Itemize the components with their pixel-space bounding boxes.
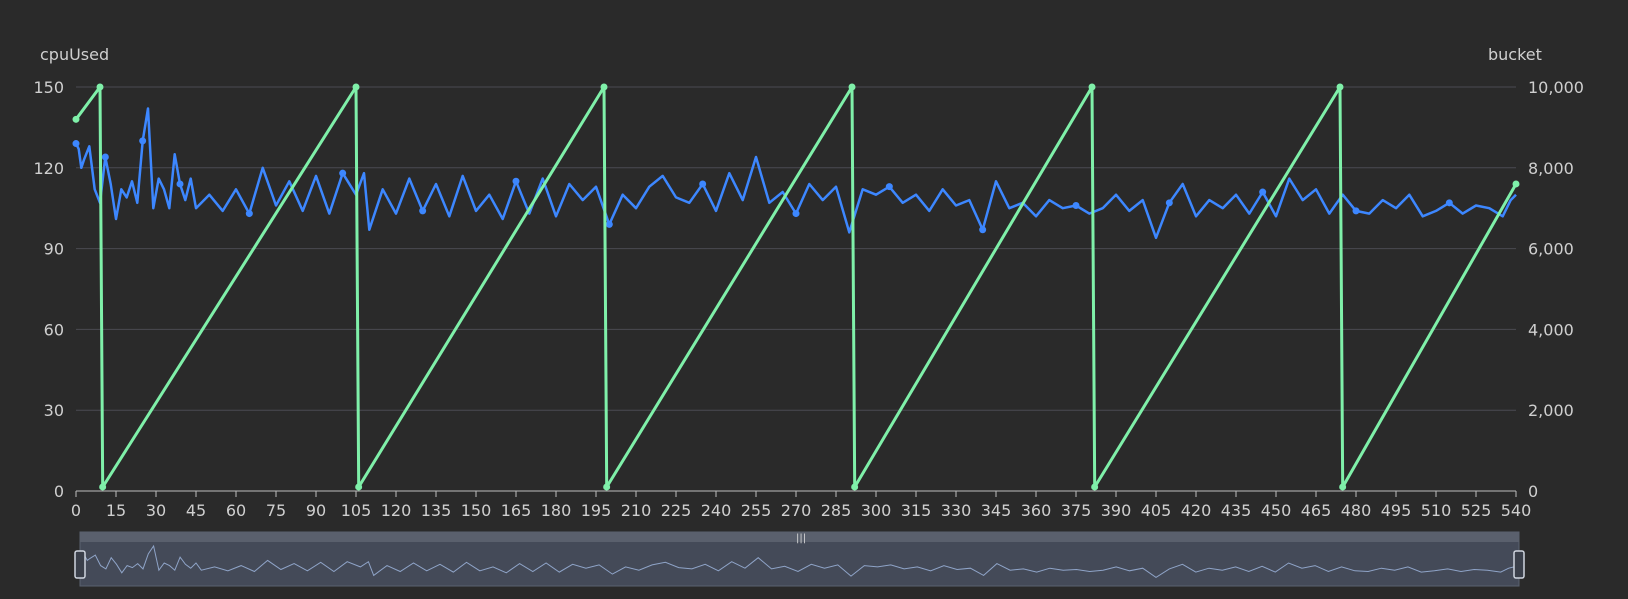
series-point-right xyxy=(352,83,360,91)
series-point-right xyxy=(1339,483,1347,491)
x-tick-label: 285 xyxy=(821,501,852,520)
x-tick-label: 480 xyxy=(1341,501,1372,520)
x-tick-label: 360 xyxy=(1021,501,1052,520)
series-point-left xyxy=(605,220,613,228)
series-line-left xyxy=(74,107,1517,240)
y-right-tick-label: 8,000 xyxy=(1528,159,1574,178)
x-tick-label: 420 xyxy=(1181,501,1212,520)
series-point-left xyxy=(101,153,109,161)
series-point-left xyxy=(339,169,347,177)
data-zoom-top-bar[interactable] xyxy=(80,532,1519,542)
series-point-left xyxy=(512,177,520,185)
x-tick-label: 90 xyxy=(306,501,326,520)
series-point-right xyxy=(96,83,104,91)
y-left-tick-label: 120 xyxy=(33,159,64,178)
series-point-left xyxy=(1072,202,1080,210)
y-axis-right-label: bucket xyxy=(1488,45,1542,64)
y-left-tick-label: 150 xyxy=(33,78,64,97)
x-tick-label: 540 xyxy=(1501,501,1532,520)
series-point-right xyxy=(848,83,856,91)
series-point-right xyxy=(600,83,608,91)
data-zoom-right-handle[interactable] xyxy=(1513,550,1525,579)
x-tick-label: 0 xyxy=(71,501,81,520)
series-point-right xyxy=(1091,483,1099,491)
x-tick-label: 195 xyxy=(581,501,612,520)
y-right-tick-label: 10,000 xyxy=(1528,78,1584,97)
series-point-right xyxy=(603,483,611,491)
series-point-right xyxy=(99,483,107,491)
series-point-right xyxy=(355,483,363,491)
x-tick-label: 240 xyxy=(701,501,732,520)
series-point-left xyxy=(1352,207,1360,215)
series-point-left xyxy=(1445,199,1453,207)
series-point-right xyxy=(72,115,80,123)
x-tick-label: 435 xyxy=(1221,501,1252,520)
x-tick-label: 330 xyxy=(941,501,972,520)
y-left-tick-label: 0 xyxy=(54,482,64,501)
y-axis-left-label: cpuUsed xyxy=(40,45,109,64)
x-tick-label: 120 xyxy=(381,501,412,520)
series-point-left xyxy=(979,226,987,234)
x-tick-label: 510 xyxy=(1421,501,1452,520)
series-point-left xyxy=(139,137,147,145)
x-tick-label: 465 xyxy=(1301,501,1332,520)
x-tick-label: 210 xyxy=(621,501,652,520)
series-point-left xyxy=(1165,199,1173,207)
series-point-left xyxy=(699,180,707,188)
x-tick-label: 180 xyxy=(541,501,572,520)
x-tick-label: 345 xyxy=(981,501,1012,520)
y-left-tick-label: 30 xyxy=(44,401,64,420)
series-point-left xyxy=(1259,188,1267,196)
y-right-tick-label: 4,000 xyxy=(1528,320,1574,339)
axes-layer: 030609012015002,0004,0006,0008,00010,000… xyxy=(33,78,1584,520)
y-left-tick-label: 90 xyxy=(44,240,64,259)
data-zoom-grip-icon[interactable]: ||| xyxy=(796,533,806,544)
x-tick-label: 225 xyxy=(661,501,692,520)
x-tick-label: 405 xyxy=(1141,501,1172,520)
series-point-left xyxy=(419,207,427,215)
series-point-left xyxy=(885,183,893,191)
data-zoom-preview xyxy=(81,544,1515,579)
x-tick-label: 300 xyxy=(861,501,892,520)
data-zoom-left-handle[interactable] xyxy=(74,550,86,579)
data-zoom-slider[interactable]: ||| xyxy=(74,531,1525,587)
x-tick-label: 165 xyxy=(501,501,532,520)
series-point-left xyxy=(72,140,80,148)
series-point-right xyxy=(851,483,859,491)
y-right-tick-label: 0 xyxy=(1528,482,1538,501)
series-point-right xyxy=(1088,83,1096,91)
x-tick-label: 135 xyxy=(421,501,452,520)
x-tick-label: 495 xyxy=(1381,501,1412,520)
series-point-right xyxy=(1336,83,1344,91)
y-right-tick-label: 2,000 xyxy=(1528,401,1574,420)
series-line-right xyxy=(74,85,1518,489)
grid-layer xyxy=(76,86,1516,411)
x-tick-label: 450 xyxy=(1261,501,1292,520)
series-layer xyxy=(72,83,1520,491)
x-tick-label: 270 xyxy=(781,501,812,520)
x-tick-label: 525 xyxy=(1461,501,1492,520)
x-tick-label: 315 xyxy=(901,501,932,520)
series-point-right xyxy=(1512,180,1520,188)
x-tick-label: 375 xyxy=(1061,501,1092,520)
x-tick-label: 30 xyxy=(146,501,166,520)
x-tick-label: 60 xyxy=(226,501,246,520)
x-tick-label: 75 xyxy=(266,501,286,520)
x-tick-label: 255 xyxy=(741,501,772,520)
x-tick-label: 45 xyxy=(186,501,206,520)
x-tick-label: 390 xyxy=(1101,501,1132,520)
series-point-left xyxy=(176,180,184,188)
x-tick-label: 105 xyxy=(341,501,372,520)
series-point-left xyxy=(792,210,800,218)
series-point-left xyxy=(245,210,253,218)
x-tick-label: 15 xyxy=(106,501,126,520)
y-right-tick-label: 6,000 xyxy=(1528,240,1574,259)
y-left-tick-label: 60 xyxy=(44,320,64,339)
x-tick-label: 150 xyxy=(461,501,492,520)
